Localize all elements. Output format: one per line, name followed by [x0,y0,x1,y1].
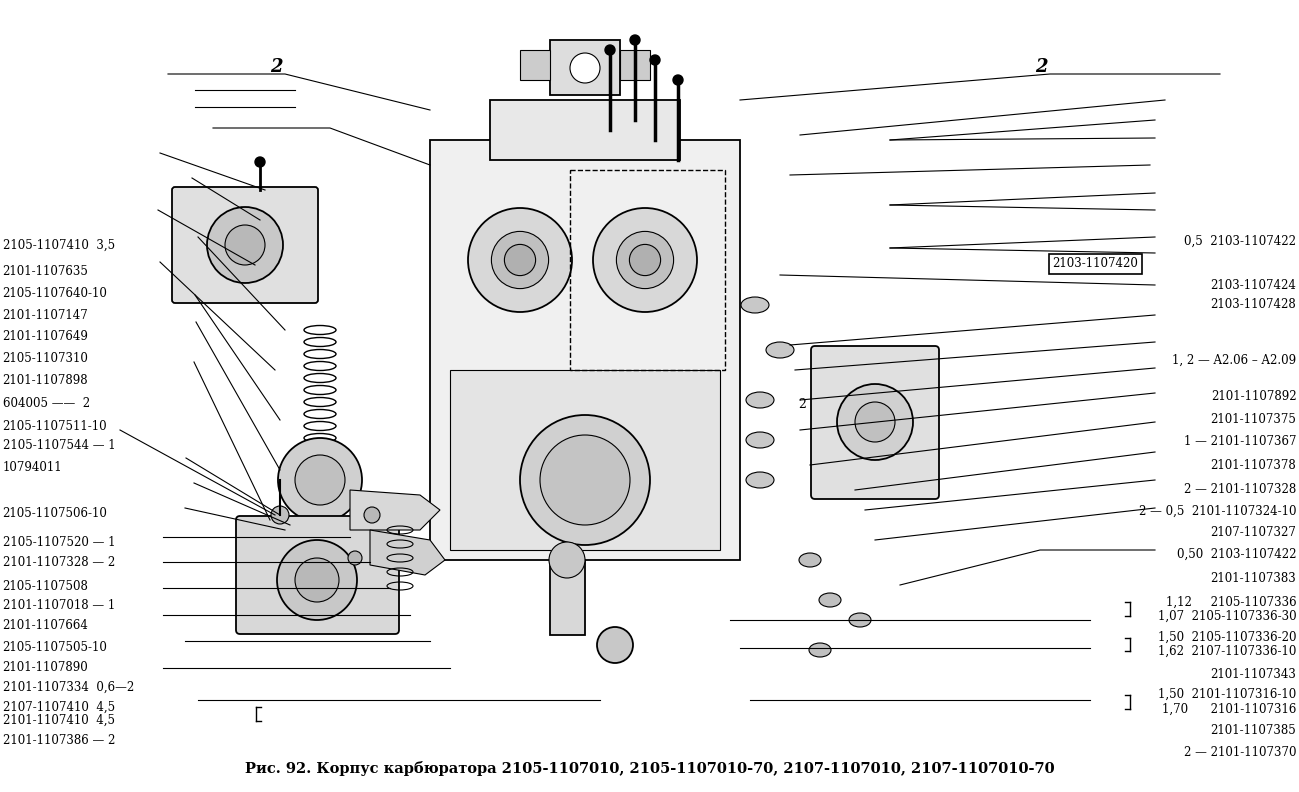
Circle shape [277,540,357,620]
Text: 2105-1107520 — 1: 2105-1107520 — 1 [3,536,116,549]
Bar [520,50,549,80]
Ellipse shape [746,432,774,448]
Polygon shape [370,530,446,575]
Text: 2: 2 [270,58,282,76]
Bar [549,560,585,635]
Text: 2101-1107343: 2101-1107343 [1211,668,1296,681]
Ellipse shape [746,392,774,408]
Text: 2103-1107420: 2103-1107420 [1052,257,1138,270]
Text: 2105-1107511-10: 2105-1107511-10 [3,420,108,432]
Circle shape [295,455,346,505]
Text: 2101-1107383: 2101-1107383 [1211,572,1296,584]
Text: 2 — 2101-1107328: 2 — 2101-1107328 [1185,483,1296,496]
Circle shape [255,157,265,167]
Circle shape [598,627,633,663]
Text: 2101-1107147: 2101-1107147 [3,309,88,322]
Text: 2105-1107505-10: 2105-1107505-10 [3,642,108,654]
Text: 10794011: 10794011 [3,461,62,474]
Circle shape [630,35,640,45]
Bar [449,370,720,550]
Text: 2107-1107410  4,5: 2107-1107410 4,5 [3,701,114,714]
Text: 2105-1107508: 2105-1107508 [3,580,88,592]
Circle shape [673,75,683,85]
FancyBboxPatch shape [171,187,318,303]
Text: 1,62  2107-1107336-10: 1,62 2107-1107336-10 [1157,645,1296,657]
Text: 1,50  2105-1107336-20: 1,50 2105-1107336-20 [1157,631,1296,644]
Circle shape [295,558,339,602]
Text: 2103-1107428: 2103-1107428 [1211,299,1296,311]
Text: 2101-1107378: 2101-1107378 [1211,459,1296,472]
Text: 2 — 0,5  2101-1107324-10: 2 — 0,5 2101-1107324-10 [1139,505,1296,517]
Ellipse shape [799,553,821,567]
Text: 2101-1107334  0,6—2: 2101-1107334 0,6—2 [3,681,134,694]
Bar [430,140,740,560]
Text: 2101-1107385: 2101-1107385 [1211,724,1296,737]
Bar [570,170,725,370]
Ellipse shape [766,342,794,358]
Text: 2103-1107424: 2103-1107424 [1211,279,1296,291]
Text: 1,50  2101-1107316-10: 1,50 2101-1107316-10 [1159,688,1296,701]
Text: 2101-1107649: 2101-1107649 [3,330,88,343]
Text: 2101-1107892: 2101-1107892 [1211,390,1296,402]
Bar [490,100,679,160]
Text: 2101-1107890: 2101-1107890 [3,661,88,674]
Circle shape [837,384,913,460]
Ellipse shape [850,613,872,627]
Circle shape [271,506,288,524]
FancyBboxPatch shape [236,516,399,634]
Text: 2 — 2101-1107370: 2 — 2101-1107370 [1183,746,1296,759]
Polygon shape [349,490,440,530]
Circle shape [520,415,650,545]
Text: 1,07  2105-1107336-30: 1,07 2105-1107336-30 [1157,610,1296,623]
Text: 1,70      2101-1107316: 1,70 2101-1107316 [1163,703,1296,715]
Text: 1, 2 — A2.06 – A2.09: 1, 2 — A2.06 – A2.09 [1172,354,1296,367]
Circle shape [549,542,585,578]
Circle shape [617,231,674,288]
Ellipse shape [818,593,840,607]
Text: 0,5  2103-1107422: 0,5 2103-1107422 [1185,235,1296,248]
Circle shape [570,53,600,83]
FancyBboxPatch shape [811,346,939,499]
Text: 2: 2 [798,398,805,412]
Circle shape [855,402,895,442]
Circle shape [491,231,548,288]
Text: 2105-1107310: 2105-1107310 [3,352,88,365]
Circle shape [468,208,572,312]
Text: 2105-1107640-10: 2105-1107640-10 [3,287,108,299]
Text: 2101-1107898: 2101-1107898 [3,374,88,386]
Text: 0,50  2103-1107422: 0,50 2103-1107422 [1177,548,1296,561]
Text: 2101-1107410  4,5: 2101-1107410 4,5 [3,714,114,727]
Text: Рис. 92. Корпус карбюратора 2105-1107010, 2105-1107010-70, 2107-1107010, 2107-11: Рис. 92. Корпус карбюратора 2105-1107010… [244,760,1055,775]
Circle shape [225,225,265,265]
Text: 1,12     2105-1107336: 1,12 2105-1107336 [1165,596,1296,608]
Circle shape [207,207,283,283]
Circle shape [540,435,630,525]
Text: 2105-1107506-10: 2105-1107506-10 [3,507,108,520]
Text: 2107-1107327: 2107-1107327 [1211,526,1296,539]
Text: 2101-1107018 — 1: 2101-1107018 — 1 [3,600,114,612]
Circle shape [278,438,362,522]
Text: 1 — 2101-1107367: 1 — 2101-1107367 [1183,436,1296,448]
Ellipse shape [740,297,769,313]
Text: 2101-1107664: 2101-1107664 [3,619,88,632]
Circle shape [348,551,362,565]
Text: 604005 ——  2: 604005 —— 2 [3,398,90,410]
Text: 2101-1107328 — 2: 2101-1107328 — 2 [3,556,114,569]
Bar [549,40,620,95]
Circle shape [364,507,381,523]
Circle shape [605,45,614,55]
Text: 2101-1107375: 2101-1107375 [1211,413,1296,426]
Bar [620,50,650,80]
Circle shape [630,245,661,276]
Text: 2105-1107544 — 1: 2105-1107544 — 1 [3,440,116,452]
Text: 2105-1107410  3,5: 2105-1107410 3,5 [3,239,114,252]
Text: 2: 2 [1035,58,1047,76]
Ellipse shape [809,643,831,657]
Text: 2101-1107386 — 2: 2101-1107386 — 2 [3,734,116,747]
Circle shape [504,245,535,276]
Circle shape [594,208,698,312]
Ellipse shape [746,472,774,488]
Text: 2101-1107635: 2101-1107635 [3,265,88,278]
Circle shape [650,55,660,65]
